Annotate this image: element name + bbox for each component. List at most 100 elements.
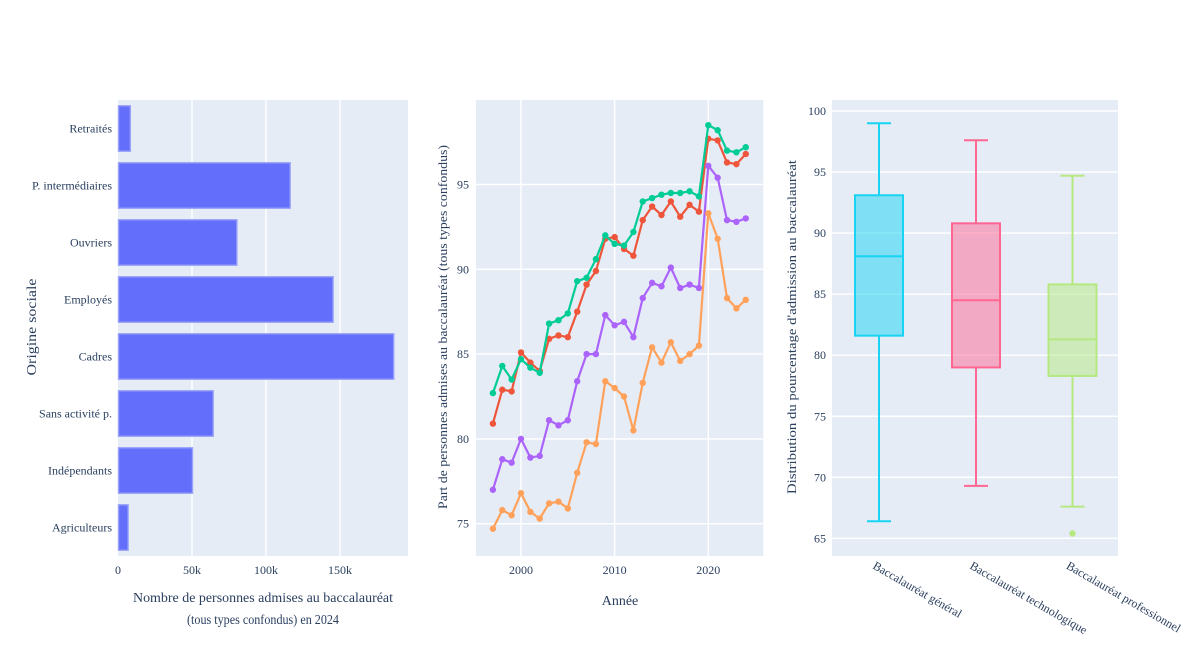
- marker-serie-rouge: [630, 252, 637, 259]
- line-x-tick-label: 2000: [509, 563, 533, 577]
- marker-serie-verte: [555, 316, 562, 324]
- box-y-tick-label: 85: [814, 287, 826, 301]
- bar-chart-origine-sociale: Retraités P. intermédiaires Ouvriers Employ…: [32, 100, 408, 577]
- marker-serie-orange: [517, 489, 525, 497]
- bar-category-label: Cadres: [79, 350, 113, 364]
- marker-serie-violette: [677, 284, 684, 292]
- marker-serie-orange: [555, 498, 562, 505]
- box-x-tick-label: Baccalauréat général: [871, 558, 965, 621]
- marker-serie-violette: [705, 162, 712, 170]
- box-y-tick-label: 75: [814, 409, 826, 423]
- marker-serie-rouge: [658, 211, 665, 219]
- outlier-point: [1069, 530, 1076, 537]
- marker-serie-violette: [489, 486, 497, 493]
- marker-serie-rouge: [517, 349, 525, 356]
- marker-serie-violette: [602, 311, 609, 319]
- marker-serie-verte: [611, 240, 618, 248]
- line-serie-rouge: [491, 137, 747, 425]
- bar-3: [117, 219, 238, 266]
- marker-serie-rouge: [695, 208, 703, 215]
- marker-serie-violette: [723, 216, 731, 224]
- marker-serie-orange: [648, 344, 656, 351]
- marker-serie-rouge: [648, 203, 656, 210]
- marker-serie-orange: [489, 525, 497, 532]
- marker-serie-verte: [583, 274, 590, 281]
- marker-serie-verte: [489, 389, 497, 397]
- line-y-axis-title: Part de personnes admises au baccalauréa…: [435, 145, 450, 509]
- marker-serie-violette: [545, 417, 553, 424]
- marker-serie-verte: [658, 191, 665, 198]
- line-x-tick-label: 2020: [696, 563, 720, 577]
- bar-category-label: Ouvriers: [70, 236, 112, 250]
- bar-category-label: Employés: [64, 293, 112, 307]
- marker-serie-rouge: [733, 160, 740, 168]
- marker-serie-violette: [667, 264, 675, 271]
- marker-serie-violette: [733, 218, 740, 226]
- line-serie-violette: [491, 164, 747, 491]
- bar-x-axis-title-line1: Nombre de personnes admises au baccalaur…: [133, 591, 393, 606]
- marker-serie-orange: [742, 296, 749, 304]
- marker-serie-rouge: [677, 213, 684, 220]
- bar-1: [117, 105, 132, 152]
- marker-serie-violette: [536, 452, 543, 460]
- marker-serie-orange: [573, 469, 581, 477]
- marker-serie-verte: [592, 255, 600, 263]
- bar-6: [117, 390, 214, 437]
- bar-2: [117, 162, 291, 209]
- marker-serie-orange: [714, 235, 721, 242]
- line-chart-part-admises: 2000 2010 2020 75 80 85 90 95: [457, 100, 764, 577]
- marker-serie-verte: [602, 232, 609, 239]
- marker-serie-verte: [620, 242, 628, 249]
- marker-serie-rouge: [714, 137, 721, 144]
- marker-serie-violette: [555, 422, 562, 429]
- bar-5: [117, 333, 395, 380]
- marker-serie-rouge: [667, 198, 675, 205]
- line-serie-verte: [491, 123, 747, 395]
- marker-serie-violette: [573, 378, 581, 385]
- marker-serie-violette: [611, 322, 618, 329]
- marker-serie-orange: [658, 359, 665, 366]
- marker-serie-orange: [602, 378, 609, 385]
- marker-serie-rouge: [508, 388, 515, 395]
- box-y-tick-label: 70: [814, 470, 826, 484]
- bar-4: [117, 276, 334, 323]
- marker-serie-verte: [639, 198, 646, 205]
- bar-x-axis-title-line2: (tous types confondus) en 2024: [187, 613, 339, 628]
- box-y-axis-title: Distribution du pourcentage d'admission …: [784, 160, 799, 494]
- marker-serie-violette: [583, 350, 590, 358]
- marker-serie-verte: [508, 376, 515, 383]
- line-serie-orange: [491, 212, 747, 530]
- marker-serie-verte: [742, 143, 749, 151]
- marker-serie-verte: [527, 364, 534, 371]
- bar-7: [117, 447, 194, 494]
- marker-serie-verte: [499, 362, 506, 370]
- marker-serie-orange: [723, 294, 731, 302]
- marker-serie-violette: [527, 454, 534, 461]
- box-y-tick-label: 65: [814, 531, 826, 545]
- marker-serie-rouge: [555, 332, 562, 339]
- bar-category-label: Retraités: [69, 122, 112, 136]
- marker-serie-orange: [695, 342, 703, 349]
- marker-serie-verte: [686, 188, 693, 195]
- marker-serie-verte: [714, 127, 721, 134]
- marker-serie-rouge: [527, 359, 534, 366]
- marker-serie-violette: [686, 281, 693, 288]
- marker-serie-rouge: [639, 216, 646, 224]
- marker-serie-verte: [733, 149, 740, 156]
- marker-serie-orange: [620, 393, 628, 400]
- marker-serie-violette: [648, 279, 656, 287]
- bar-category-label: Indépendants: [48, 464, 112, 478]
- marker-serie-rouge: [489, 420, 497, 427]
- marker-serie-orange: [667, 339, 675, 346]
- marker-serie-orange: [583, 439, 590, 446]
- line-x-axis-title: Année: [602, 594, 639, 609]
- bar-x-tick-label: 0: [115, 563, 121, 577]
- marker-serie-verte: [677, 189, 684, 197]
- marker-serie-violette: [592, 350, 600, 358]
- box-y-tick-label: 90: [814, 226, 826, 240]
- marker-serie-violette: [742, 215, 749, 222]
- bar-x-tick-label: 150k: [328, 563, 352, 577]
- marker-serie-verte: [630, 228, 637, 236]
